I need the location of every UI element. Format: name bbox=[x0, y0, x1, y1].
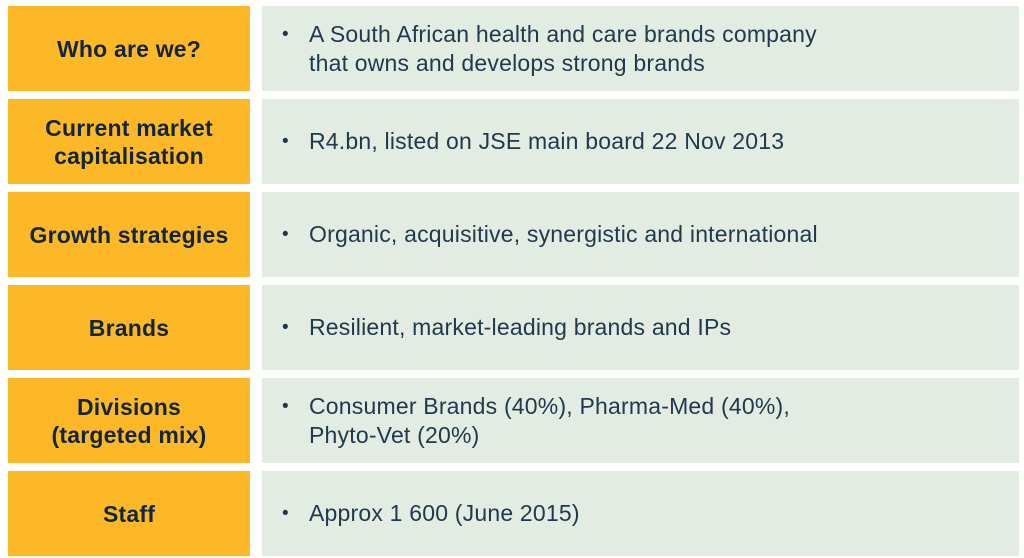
label-line: capitalisation bbox=[54, 142, 204, 169]
content-text: Resilient, market-leading brands and IPs bbox=[309, 313, 731, 342]
content-line: Approx 1 600 (June 2015) bbox=[309, 500, 580, 526]
content-line: Resilient, market-leading brands and IPs bbox=[309, 314, 732, 340]
table-row: Who are we? • A South African health and… bbox=[8, 6, 1019, 91]
row-content: • R4.bn, listed on JSE main board 22 Nov… bbox=[262, 99, 1019, 184]
row-label-market-capitalisation: Current market capitalisation bbox=[8, 99, 250, 184]
table-row: Brands • Resilient, market-leading brand… bbox=[8, 285, 1019, 370]
content-line: Consumer Brands (40%), Pharma-Med (40%), bbox=[309, 392, 790, 419]
row-label-growth-strategies: Growth strategies bbox=[8, 192, 250, 277]
row-content: • Consumer Brands (40%), Pharma-Med (40%… bbox=[262, 378, 1019, 463]
table-row: Current market capitalisation • R4.bn, l… bbox=[8, 99, 1019, 184]
content-text: R4.bn, listed on JSE main board 22 Nov 2… bbox=[309, 127, 784, 156]
label-line: Current market bbox=[45, 114, 213, 141]
bullet-icon: • bbox=[282, 503, 289, 524]
bullet-icon: • bbox=[282, 23, 289, 45]
content-text: A South African health and care brands c… bbox=[309, 20, 817, 78]
label-line: (targeted mix) bbox=[51, 421, 207, 448]
row-label-divisions: Divisions (targeted mix) bbox=[8, 378, 250, 463]
label-line: Staff bbox=[102, 500, 156, 527]
bullet-icon: • bbox=[282, 131, 289, 152]
row-label-who-are-we: Who are we? bbox=[8, 6, 250, 91]
row-content: • Organic, acquisitive, synergistic and … bbox=[262, 192, 1019, 277]
bullet-icon: • bbox=[282, 317, 289, 338]
label-line: Brands bbox=[88, 314, 170, 341]
label-line: Divisions bbox=[76, 393, 182, 420]
row-label-brands: Brands bbox=[8, 285, 250, 370]
content-line: Phyto-Vet (20%) bbox=[309, 421, 480, 448]
row-content: • Resilient, market-leading brands and I… bbox=[262, 285, 1019, 370]
content-line: A South African health and care brands c… bbox=[309, 20, 817, 47]
content-line: R4.bn, listed on JSE main board 22 Nov 2… bbox=[309, 128, 785, 154]
row-content: • A South African health and care brands… bbox=[262, 6, 1019, 91]
bullet-icon: • bbox=[282, 224, 289, 245]
table-row: Growth strategies • Organic, acquisitive… bbox=[8, 192, 1019, 277]
row-label-staff: Staff bbox=[8, 471, 250, 556]
table-row: Staff • Approx 1 600 (June 2015) bbox=[8, 471, 1019, 556]
content-line: that owns and develops strong brands bbox=[309, 49, 705, 76]
row-content: • Approx 1 600 (June 2015) bbox=[262, 471, 1019, 556]
content-line: Organic, acquisitive, synergistic and in… bbox=[309, 221, 818, 247]
label-line: Who are we? bbox=[56, 35, 202, 62]
label-line: Growth strategies bbox=[29, 221, 229, 248]
table-row: Divisions (targeted mix) • Consumer Bran… bbox=[8, 378, 1019, 463]
bullet-icon: • bbox=[282, 395, 289, 417]
content-text: Organic, acquisitive, synergistic and in… bbox=[309, 220, 818, 249]
content-text: Consumer Brands (40%), Pharma-Med (40%),… bbox=[309, 392, 790, 450]
content-text: Approx 1 600 (June 2015) bbox=[309, 499, 580, 528]
